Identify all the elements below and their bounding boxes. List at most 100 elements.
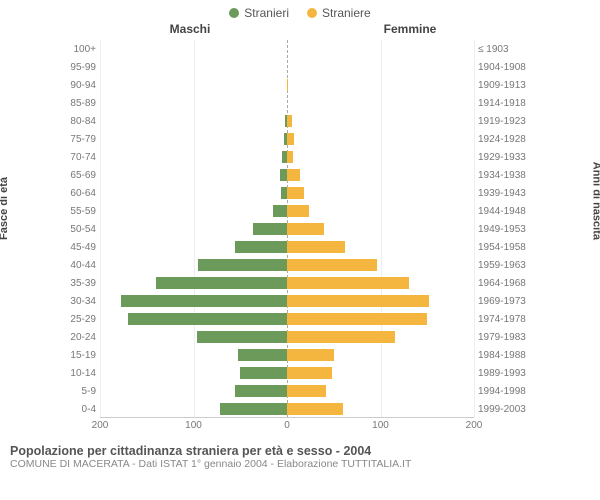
age-label: 20-24 [58,332,100,343]
bar-male [235,241,287,254]
age-label: 60-64 [58,188,100,199]
table-row: 85-891914-1918 [58,94,534,112]
bar-male [156,277,287,290]
table-row: 50-541949-1953 [58,220,534,238]
bar-female [287,205,309,218]
table-row: 65-691934-1938 [58,166,534,184]
age-label: 40-44 [58,260,100,271]
birth-year-label: 1964-1968 [474,278,534,289]
bar-female [287,277,409,290]
bar-zone [100,130,474,148]
birth-year-label: 1999-2003 [474,404,534,415]
caption-subtitle: COMUNE DI MACERATA - Dati ISTAT 1° genna… [10,458,590,470]
bar-female [287,169,300,182]
bar-male [128,313,287,326]
bar-female [287,223,324,236]
table-row: 90-941909-1913 [58,76,534,94]
bar-female [287,313,427,326]
bar-zone [100,400,474,418]
age-label: 10-14 [58,368,100,379]
birth-year-label: 1974-1978 [474,314,534,325]
bar-female [287,151,293,164]
bar-zone [100,292,474,310]
bar-zone [100,382,474,400]
legend-swatch-female [307,8,317,18]
birth-year-label: 1909-1913 [474,80,534,91]
bar-zone [100,76,474,94]
population-pyramid-chart: Stranieri Straniere Maschi Femmine Fasce… [0,0,600,500]
x-tick: 200 [466,420,483,431]
bar-male [198,259,287,272]
age-label: 25-29 [58,314,100,325]
header-female: Femmine [300,22,520,36]
age-label: 65-69 [58,170,100,181]
bar-zone [100,220,474,238]
birth-year-label: 1924-1928 [474,134,534,145]
legend: Stranieri Straniere [0,0,600,22]
bar-zone [100,238,474,256]
rows-container: 100+≤ 190395-991904-190890-941909-191385… [58,40,534,418]
age-label: 50-54 [58,224,100,235]
table-row: 55-591944-1948 [58,202,534,220]
x-tick: 100 [185,420,202,431]
bar-female [287,79,288,92]
bar-female [287,349,334,362]
bar-zone [100,346,474,364]
table-row: 5-9 1994-1998 [58,382,534,400]
bar-female [287,133,294,146]
bar-female [287,331,395,344]
birth-year-label: 1989-1993 [474,368,534,379]
birth-year-label: 1984-1988 [474,350,534,361]
birth-year-label: 1969-1973 [474,296,534,307]
birth-year-label: 1929-1933 [474,152,534,163]
age-label: 15-19 [58,350,100,361]
bar-zone [100,364,474,382]
birth-year-label: ≤ 1903 [474,44,534,55]
bar-female [287,187,304,200]
bar-female [287,367,332,380]
x-axis: 2001000100200 [100,417,474,440]
bar-zone [100,166,474,184]
caption: Popolazione per cittadinanza straniera p… [0,440,600,470]
age-label: 95-99 [58,62,100,73]
bar-male [238,349,287,362]
table-row: 35-391964-1968 [58,274,534,292]
header-male: Maschi [80,22,300,36]
bar-male [121,295,287,308]
table-row: 0-41999-2003 [58,400,534,418]
age-label: 80-84 [58,116,100,127]
bar-male [253,223,287,236]
x-tick: 200 [92,420,109,431]
bar-zone [100,310,474,328]
bar-zone [100,94,474,112]
table-row: 70-741929-1933 [58,148,534,166]
age-label: 45-49 [58,242,100,253]
bar-male [197,331,287,344]
bar-zone [100,274,474,292]
bar-zone [100,58,474,76]
age-label: 75-79 [58,134,100,145]
birth-year-label: 1959-1963 [474,260,534,271]
table-row: 60-64 1939-1943 [58,184,534,202]
age-label: 5-9 [58,386,100,397]
bar-zone [100,184,474,202]
birth-year-label: 1944-1948 [474,206,534,217]
bar-female [287,259,377,272]
birth-year-label: 1994-1998 [474,386,534,397]
table-row: 80-84 1919-1923 [58,112,534,130]
bar-zone [100,148,474,166]
birth-year-label: 1914-1918 [474,98,534,109]
bar-zone [100,112,474,130]
table-row: 100+≤ 1903 [58,40,534,58]
bar-zone [100,202,474,220]
bar-female [287,295,429,308]
birth-year-label: 1939-1943 [474,188,534,199]
legend-swatch-male [229,8,239,18]
table-row: 95-991904-1908 [58,58,534,76]
bar-male [240,367,287,380]
x-tick: 0 [284,420,290,431]
table-row: 30-341969-1973 [58,292,534,310]
birth-year-label: 1919-1923 [474,116,534,127]
y-axis-label-right: Anni di nascita [590,162,600,240]
legend-label-female: Straniere [322,6,371,20]
